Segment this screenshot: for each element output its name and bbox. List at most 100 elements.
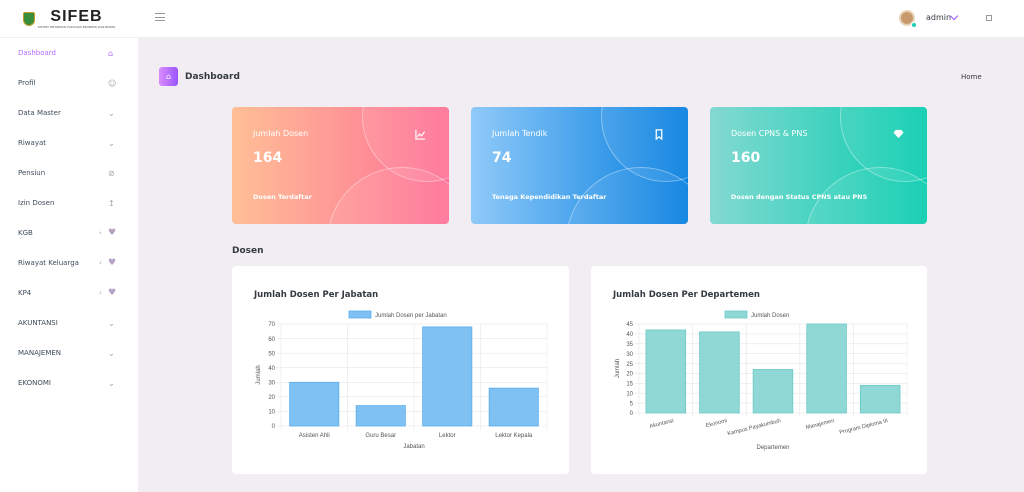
x-tick-label: Lektor	[439, 433, 456, 439]
x-tick-label: Ekonomi	[705, 418, 728, 429]
bookmark-icon	[654, 129, 664, 143]
breadcrumb[interactable]: Home	[961, 73, 982, 81]
sidebar-item-label: AKUNTANSI	[18, 319, 58, 327]
legend-label: Jumlah Dosen per Jabatan	[375, 313, 447, 319]
sidebar-item-dashboard[interactable]: Dashboard ⌂	[0, 38, 138, 68]
diamond-icon	[893, 129, 904, 142]
stat-card-subtitle: Dosen dengan Status CPNS atau PNS	[731, 193, 868, 201]
bar	[422, 326, 473, 427]
sidebar-item-label: Izin Dosen	[18, 199, 55, 207]
chevron-down-icon: ⌄	[108, 318, 115, 328]
sidebar-item-ekonomi[interactable]: EKONOMI ⌄	[0, 368, 138, 398]
x-axis-label: Jabatan	[403, 444, 424, 450]
sidebar-item-riwayat[interactable]: Riwayat ⌄	[0, 128, 138, 158]
chart-line-icon	[415, 129, 426, 143]
chevron-down-icon: ⌄	[108, 138, 115, 148]
sidebar-item-izin-dosen[interactable]: Izin Dosen ↥	[0, 188, 138, 218]
stat-card-subtitle: Tenaga Kependidikan Terdaftar	[492, 193, 607, 201]
pensiun-icon: ⊘	[108, 168, 115, 178]
menu-toggle-icon[interactable]	[155, 13, 165, 21]
stat-card-value: 74	[492, 150, 512, 166]
sidebar-item-label: Profil	[18, 79, 36, 87]
y-tick-label: 20	[268, 395, 275, 401]
sidebar-item-label: EKONOMI	[18, 379, 51, 387]
stat-card-tendik: Jumlah Tendik 74 Tenaga Kependidikan Ter…	[471, 107, 688, 224]
y-tick-label: 30	[268, 380, 275, 386]
sidebar-item-label: Riwayat Keluarga	[18, 259, 79, 267]
stat-card-cpns-pns: Dosen CPNS & PNS 160 Dosen dengan Status…	[710, 107, 927, 224]
stat-card-dosen: Jumlah Dosen 164 Dosen Terdaftar	[232, 107, 449, 224]
y-tick-label: 25	[626, 362, 633, 368]
chart-card-jabatan: Jumlah Dosen Per Jabatan 0 10 20 30 40 50 60 70…	[232, 266, 569, 474]
home-icon: ⌂	[108, 48, 114, 58]
sidebar-item-data-master[interactable]: Data Master ⌄	[0, 98, 138, 128]
x-tick-label: Program Diploma III	[839, 418, 889, 436]
y-tick-label: 5	[630, 401, 634, 407]
top-navbar: SIFEB SISTEM INFORMASI FAKULTAS EKONOMI …	[0, 0, 1024, 38]
bar	[645, 329, 687, 414]
brand-logo[interactable]: SIFEB SISTEM INFORMASI FAKULTAS EKONOMI …	[0, 0, 138, 38]
y-tick-label: 40	[626, 332, 633, 338]
chevron-down-icon: ⌄	[108, 108, 115, 118]
fullscreen-icon[interactable]	[986, 15, 992, 21]
y-axis-label: Jumlah	[615, 359, 621, 378]
crest-icon	[22, 11, 35, 26]
sidebar-item-profil[interactable]: Profil ☺	[0, 68, 138, 98]
sidebar-item-label: Dashboard	[18, 49, 56, 57]
y-tick-label: 15	[626, 382, 633, 388]
brand-title: SIFEB	[50, 7, 103, 25]
bar	[488, 387, 539, 427]
page-title: Dashboard	[185, 72, 240, 82]
heart-icon: ♥	[108, 228, 117, 238]
sidebar-item-pensiun[interactable]: Pensiun ⊘	[0, 158, 138, 188]
legend-swatch	[348, 310, 372, 319]
legend-swatch	[724, 310, 748, 319]
heart-icon: ♥	[108, 258, 117, 268]
sidebar-item-kgb[interactable]: KGB ‹ ♥	[0, 218, 138, 248]
y-tick-label: 45	[626, 322, 633, 328]
x-tick-label: Guru Besar	[365, 433, 396, 439]
y-tick-label: 20	[626, 372, 633, 378]
stat-card-value: 160	[731, 150, 761, 166]
bar	[699, 331, 740, 414]
y-tick-label: 30	[626, 352, 633, 358]
sidebar-item-label: MANAJEMEN	[18, 349, 62, 357]
sidebar-item-label: Pensiun	[18, 169, 46, 177]
chevron-down-icon: ⌄	[108, 348, 115, 358]
x-axis-label: Departemen	[756, 445, 789, 451]
stat-card-subtitle: Dosen Terdaftar	[253, 193, 312, 201]
x-tick-label: Akuntansi	[649, 418, 674, 430]
online-status-icon	[911, 22, 917, 28]
sidebar-item-label: Riwayat	[18, 139, 46, 147]
user-name[interactable]: admin	[926, 13, 952, 22]
bar	[806, 323, 847, 414]
y-tick-label: 60	[268, 337, 275, 343]
chevron-left-icon: ‹	[99, 289, 102, 297]
stat-card-value: 164	[253, 150, 283, 166]
sidebar-item-akuntansi[interactable]: AKUNTANSI ⌄	[0, 308, 138, 338]
chevron-left-icon: ‹	[99, 229, 102, 237]
bar	[752, 369, 794, 414]
upload-icon: ↥	[108, 198, 115, 208]
y-tick-label: 50	[268, 351, 275, 357]
sidebar-item-riwayat-keluarga[interactable]: Riwayat Keluarga ‹ ♥	[0, 248, 138, 278]
chart-jabatan: 0 10 20 30 40 50 60 70 Asisten Ahli Guru Besar Lek…	[256, 310, 548, 450]
sidebar-item-label: Data Master	[18, 109, 61, 117]
chevron-down-icon: ⌄	[108, 378, 115, 388]
brand-subtitle: SISTEM INFORMASI FAKULTAS EKONOMI DAN BI…	[37, 24, 116, 29]
bar	[355, 405, 406, 427]
account-icon: ☺	[108, 78, 117, 88]
sidebar-item-kp4[interactable]: KP4 ‹ ♥	[0, 278, 138, 308]
heart-icon: ♥	[108, 288, 117, 298]
x-tick-label: Asisten Ahli	[299, 433, 330, 439]
chart-title: Jumlah Dosen Per Departemen	[613, 290, 760, 300]
bar	[859, 384, 901, 414]
x-tick-label: Lektor Kepala	[495, 433, 533, 439]
sidebar-item-manajemen[interactable]: MANAJEMEN ⌄	[0, 338, 138, 368]
sidebar: Dashboard ⌂ Profil ☺ Data Master ⌄ Riway…	[0, 38, 138, 492]
y-tick-label: 10	[268, 410, 275, 416]
y-tick-label: 0	[272, 424, 276, 430]
stat-card-title: Jumlah Dosen	[253, 129, 309, 138]
stat-card-title: Jumlah Tendik	[492, 129, 548, 138]
x-tick-label: Kampus Payakumbuh	[727, 418, 782, 437]
